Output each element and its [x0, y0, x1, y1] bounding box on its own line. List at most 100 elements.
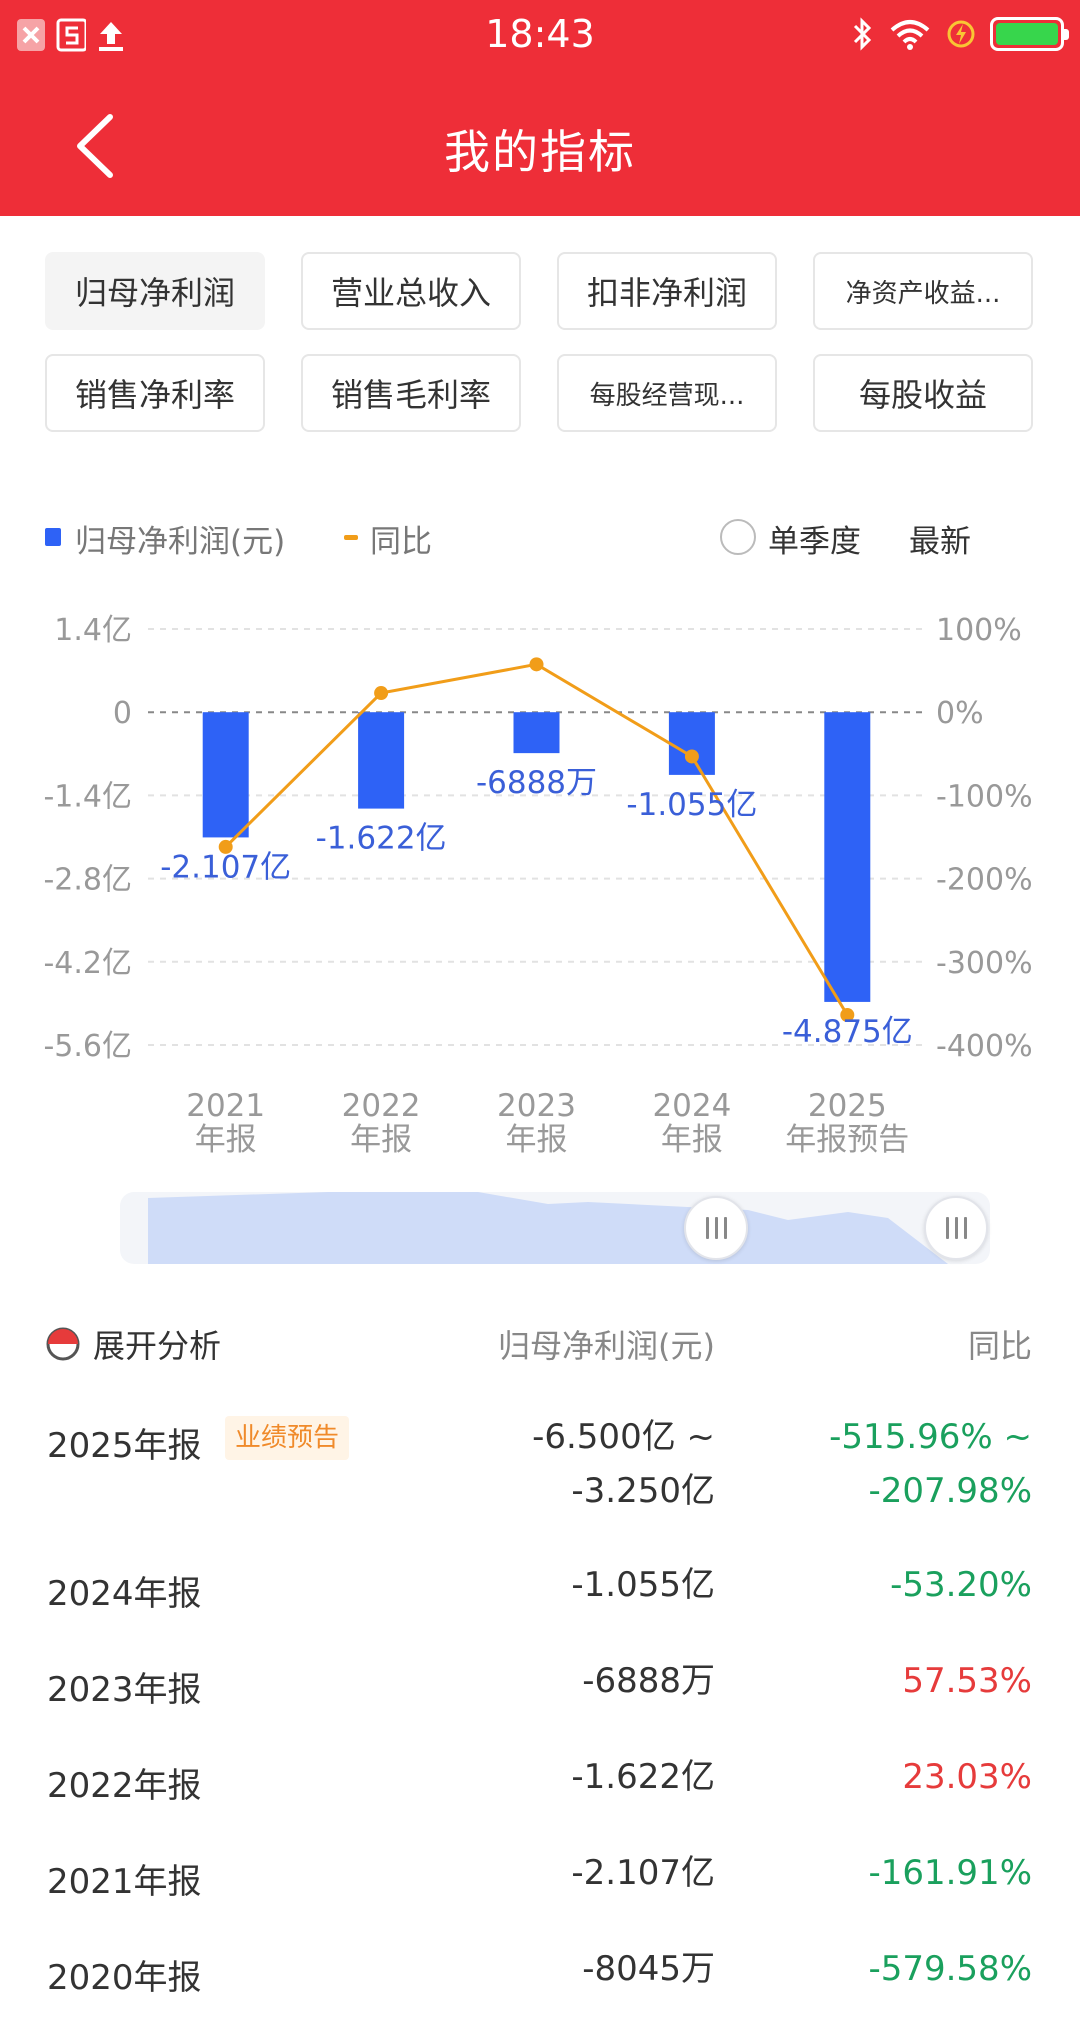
slider-preview-area [148, 1192, 948, 1264]
row-value: -8045万 [582, 1949, 715, 1989]
row-value: -6888万 [582, 1661, 715, 1701]
bluetooth-icon [853, 17, 872, 51]
latest-button[interactable]: 最新 [909, 524, 971, 560]
bar-data-label: -2.107亿 [160, 849, 291, 885]
tab-gross-margin[interactable]: 销售毛利率 [301, 354, 521, 432]
yoy-point [374, 686, 389, 701]
row-period: 2020年报 [47, 1958, 202, 1998]
bar [202, 712, 249, 838]
legend-line-label: 同比 [370, 524, 432, 560]
page-title: 我的指标 [444, 125, 636, 179]
yoy-point [218, 839, 233, 854]
data-table: 2025年报 业绩预告 -6.500亿 ~ -3.250亿 -515.96% ~… [45, 1410, 1035, 2034]
app-header: 18:43 我的指标 [0, 0, 1080, 216]
x-category-label: 2021 [186, 1088, 265, 1124]
s-notification-icon [56, 18, 86, 52]
status-bar: 18:43 [0, 0, 1080, 74]
range-slider[interactable] [120, 1192, 990, 1264]
charging-icon [947, 20, 975, 48]
row-period: 2025年报 [47, 1426, 202, 1466]
x-category-label: 2023 [497, 1088, 576, 1124]
y-right-tick: -200% [936, 863, 1033, 898]
column-header-value: 归母净利润(元) [498, 1327, 715, 1365]
y-left-tick: 0 [113, 696, 132, 731]
yoy-point [840, 1008, 855, 1022]
table-row[interactable]: 2025年报 业绩预告 -6.500亿 ~ -3.250亿 -515.96% ~… [45, 1410, 1035, 1558]
tab-total-revenue[interactable]: 营业总收入 [301, 252, 521, 330]
tab-operating-cashflow-per-share[interactable]: 每股经营现... [557, 354, 777, 432]
row-value: -2.107亿 [571, 1853, 715, 1893]
row-period: 2024年报 [47, 1574, 202, 1614]
table-row[interactable]: 2021年报 -2.107亿 -161.91% [45, 1846, 1035, 1942]
x-category-label: 2022 [342, 1088, 421, 1124]
single-quarter-label[interactable]: 单季度 [768, 524, 861, 560]
yoy-point [684, 749, 699, 764]
app-notification-icon [16, 18, 46, 52]
row-period: 2021年报 [47, 1862, 202, 1902]
y-left-tick: -5.6亿 [43, 1029, 132, 1064]
back-button[interactable] [72, 108, 132, 184]
bar [668, 712, 715, 775]
row-yoy: -515.96% ~ -207.98% [829, 1417, 1032, 1511]
y-right-tick: -100% [936, 779, 1033, 814]
bar-data-label: -6888万 [476, 765, 597, 801]
table-row[interactable]: 2022年报 -1.622亿 23.03% [45, 1750, 1035, 1846]
status-left-icons [16, 18, 126, 52]
status-right-icons [850, 16, 1069, 52]
row-value: -1.622亿 [571, 1757, 715, 1797]
wifi-icon [890, 20, 930, 50]
x-category-label: 年报 [195, 1122, 257, 1158]
x-category-label: 年报 [506, 1122, 568, 1158]
y-left-tick: -4.2亿 [43, 946, 132, 981]
tab-roe[interactable]: 净资产收益... [813, 252, 1033, 330]
x-category-label: 年报预告 [785, 1122, 909, 1158]
x-category-label: 2025 [808, 1088, 887, 1124]
tab-net-profit-margin[interactable]: 销售净利率 [45, 354, 265, 432]
single-quarter-radio[interactable] [720, 519, 756, 555]
x-category-label: 年报 [350, 1122, 412, 1158]
column-header-yoy: 同比 [967, 1327, 1032, 1365]
pie-chart-icon[interactable] [45, 1326, 81, 1362]
battery-icon [990, 17, 1069, 51]
chart-legend: 归母净利润(元) 同比 单季度 最新 [45, 512, 1035, 562]
row-yoy: 57.53% [902, 1661, 1032, 1701]
y-left-tick: -2.8亿 [43, 863, 132, 898]
back-arrow-icon [77, 114, 113, 178]
y-right-tick: 0% [936, 696, 984, 731]
bar-data-label: -1.622亿 [316, 821, 447, 857]
row-value: -1.055亿 [571, 1565, 715, 1605]
upload-icon [96, 18, 126, 52]
indicator-tabs: 归母净利润 营业总收入 扣非净利润 净资产收益... 销售净利率 销售毛利率 每… [45, 252, 1035, 432]
slider-handle-right[interactable] [924, 1196, 988, 1260]
bar [513, 712, 560, 754]
expand-analysis-button[interactable]: 展开分析 [93, 1327, 222, 1365]
legend-line-swatch [344, 535, 358, 540]
tab-deducted-net-profit[interactable]: 扣非净利润 [557, 252, 777, 330]
row-value: -6.500亿 ~ -3.250亿 [532, 1417, 715, 1511]
row-yoy: -161.91% [868, 1853, 1032, 1893]
slider-handle-left[interactable] [684, 1196, 748, 1260]
row-period: 2022年报 [47, 1766, 202, 1806]
table-row[interactable]: 2024年报 -1.055亿 -53.20% [45, 1558, 1035, 1654]
row-yoy: 23.03% [902, 1757, 1032, 1797]
x-category-label: 年报 [661, 1122, 723, 1158]
y-right-tick: 100% [936, 613, 1022, 648]
forecast-badge: 业绩预告 [225, 1416, 350, 1460]
table-row[interactable]: 2020年报 -8045万 -579.58% [45, 1942, 1035, 2034]
y-left-tick: -1.4亿 [43, 779, 132, 814]
row-period: 2023年报 [47, 1670, 202, 1710]
legend-bar-swatch [45, 528, 61, 546]
bar-data-label: -4.875亿 [782, 1014, 913, 1050]
x-category-label: 2024 [652, 1088, 731, 1124]
yoy-point [529, 657, 544, 672]
tab-eps[interactable]: 每股收益 [813, 354, 1033, 432]
bar-data-label: -1.055亿 [626, 787, 757, 823]
y-left-tick: 1.4亿 [54, 613, 132, 648]
y-right-tick: -400% [936, 1029, 1033, 1064]
row-yoy: -53.20% [890, 1565, 1032, 1605]
status-time: 18:43 [485, 12, 595, 56]
table-row[interactable]: 2023年报 -6888万 57.53% [45, 1654, 1035, 1750]
bar [358, 712, 405, 809]
tab-parent-net-profit[interactable]: 归母净利润 [45, 252, 265, 330]
y-right-tick: -300% [936, 946, 1033, 981]
